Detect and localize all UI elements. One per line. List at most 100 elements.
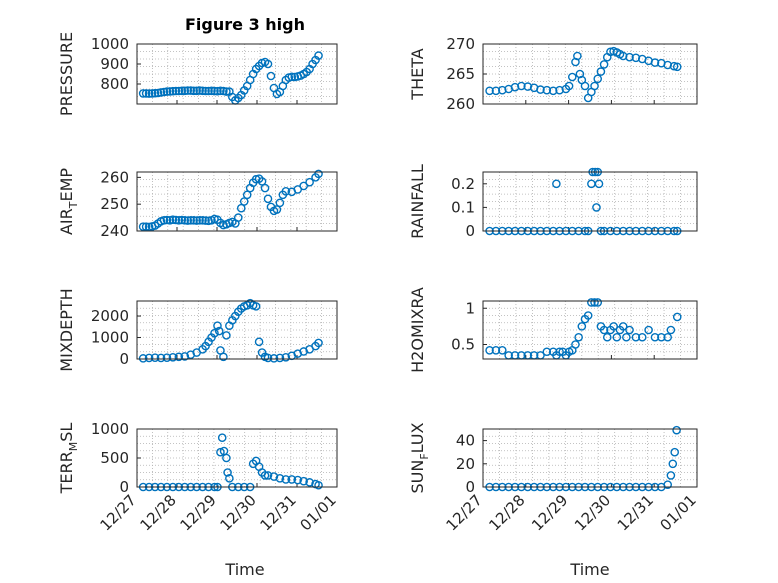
marker-theta-36 [650,58,660,67]
y-axis-label-theta: THETA [408,48,427,100]
marker-mixdepth-33 [263,353,273,363]
marker-air_temp-1 [141,222,151,232]
marker-pressure-18 [192,86,201,96]
marker-h2omixra-40 [663,332,673,342]
marker-mixdepth-18 [219,352,228,362]
marker-h2omixra-18 [574,332,583,342]
marker-mixdepth-29 [251,302,261,311]
marker-pressure-28 [222,87,231,96]
ytick-label-mixdepth-2: 2000 [91,307,129,325]
marker-pressure-20 [198,86,207,96]
marker-h2omixra-2 [498,345,507,355]
marker-pressure-43 [266,71,276,81]
ylabel-tail-sun_flux: LUX [408,422,427,453]
marker-h2omixra-37 [644,325,653,335]
ylabel-main-sun_flux: SUN [408,460,427,494]
ylabel-sub-terr_msl: M [67,442,80,452]
marker-pressure-2 [144,89,154,98]
ylabel-sub-air_temp: T [67,201,80,209]
marker-pressure-4 [150,88,160,98]
marker-pressure-9 [165,87,175,96]
marker-air_temp-18 [192,216,201,225]
marker-air_temp-17 [189,215,198,225]
ytick-label-mixdepth-0: 0 [119,350,129,368]
marker-sun_flux-28 [663,480,673,489]
marker-terr_msl-30 [269,472,279,481]
marker-air_temp-48 [281,187,291,196]
y-axis-label-mixdepth: MIXDEPTH [57,288,76,371]
y-axis-label-rainfall: RAINFALL [408,164,427,239]
marker-pressure-10 [168,86,178,96]
marker-h2omixra-0 [485,345,494,355]
ytick-label-rainfall-0: 0 [465,222,475,240]
marker-theta-16 [573,51,582,61]
xtick-label-terr_msl-4: 12/31 [257,491,300,534]
ytick-label-air_temp-0: 240 [100,222,129,240]
marker-pressure-26 [216,86,225,96]
marker-pressure-13 [177,86,187,96]
marker-pressure-3 [147,89,157,98]
ytick-label-mixdepth-1: 1000 [91,329,129,347]
figure-title: Figure 3 high [185,15,305,34]
marker-h2omixra-42 [672,312,682,322]
marker-pressure-21 [201,86,210,96]
marker-theta-22 [590,81,599,91]
marker-terr_msl-19 [225,473,234,483]
ylabel-main-terr_msl: TERR [57,451,76,494]
marker-mixdepth-16 [214,326,224,336]
y-axis-label-h2omixra: H2OMIXRA [408,287,427,373]
ytick-label-theta-2: 270 [446,35,475,53]
y-axis-label-air_temp: AIRTEMP [57,168,80,235]
marker-mixdepth-14 [210,328,219,338]
marker-theta-10 [548,86,558,96]
ytick-label-sun_flux-2: 40 [456,432,475,450]
marker-pressure-25 [213,86,222,96]
marker-mixdepth-35 [275,353,285,363]
ytick-label-h2omixra-0: 0.5 [451,336,475,354]
marker-theta-40 [672,62,682,72]
marker-h2omixra-34 [625,325,634,335]
y-axis-label-sun_flux: SUNFLUX [408,422,431,493]
marker-h2omixra-19 [577,322,587,331]
xtick-label-terr_msl-0: 12/27 [97,491,140,534]
marker-mixdepth-5 [168,352,178,362]
marker-pressure-7 [159,87,169,97]
marker-terr_msl-34 [293,475,303,485]
axes-box-sun_flux [482,428,698,488]
marker-air_temp-42 [263,194,273,204]
xtick-label-sun_flux-5: 01/01 [657,491,700,534]
xtick-label-terr_msl-3: 12/30 [217,491,260,534]
marker-air_temp-8 [162,215,172,225]
marker-air_temp-13 [177,215,187,225]
panel-pressure: 800 900 1000 PRESSURE [57,32,338,116]
marker-theta-14 [567,72,577,82]
marker-terr_msl-15 [217,433,227,443]
marker-pressure-12 [174,86,184,96]
ytick-label-rainfall-2: 0.2 [451,175,475,193]
marker-pressure-15 [183,86,193,95]
ylabel-tail-air_temp: EMP [57,168,76,202]
marker-mixdepth-3 [156,353,166,363]
marker-h2omixra-36 [637,332,647,342]
xtick-label-sun_flux-2: 12/29 [528,491,571,534]
marker-h2omixra-12 [555,347,564,357]
marker-h2omixra-22 [587,298,596,307]
marker-terr_msl-33 [287,475,297,484]
marker-air_temp-11 [171,215,181,225]
ytick-label-pressure-2: 1000 [91,35,129,53]
marker-air_temp-32 [233,213,243,222]
marker-air_temp-15 [183,216,193,225]
marker-pressure-17 [189,86,198,96]
axes-box-h2omixra [482,300,698,360]
ytick-label-air_temp-1: 250 [100,195,129,213]
marker-h2omixra-38 [650,332,660,342]
axes-box-mixdepth [136,300,338,360]
marker-sun_flux-29 [666,471,676,480]
marker-h2omixra-9 [542,347,552,357]
marker-air_temp-46 [275,198,285,208]
marker-air_temp-7 [159,215,169,225]
marker-mixdepth-2 [150,353,160,363]
ylabel-main-air_temp: AIR [57,208,76,235]
marker-h2omixra-35 [631,332,641,342]
xtick-label-sun_flux-1: 12/28 [485,491,528,534]
